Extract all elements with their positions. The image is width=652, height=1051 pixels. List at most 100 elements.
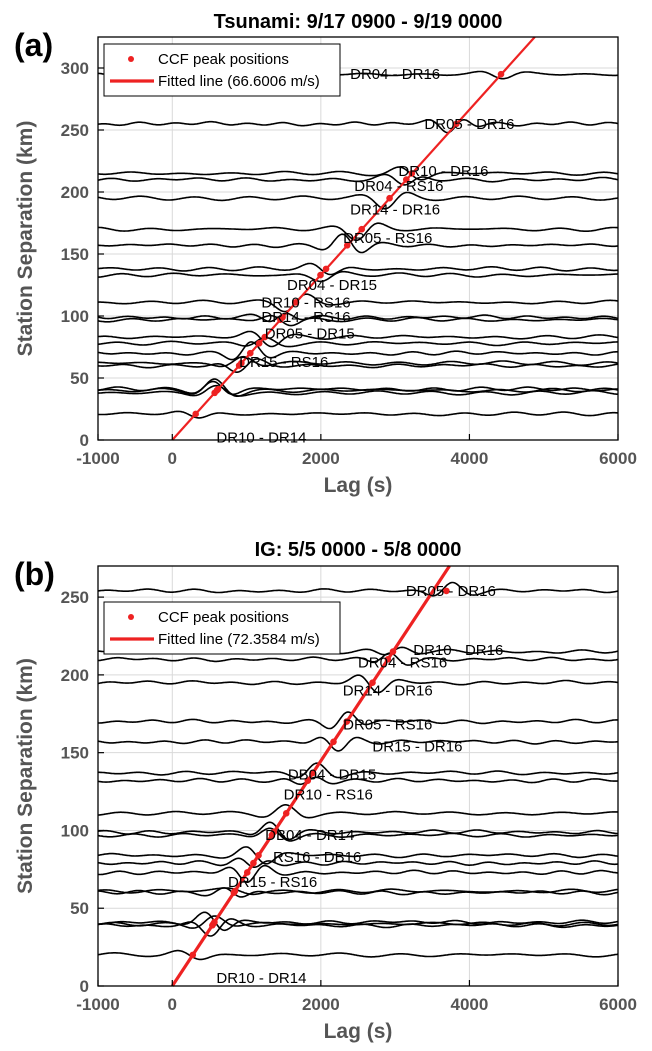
panel-a-legend-dot-marker [128,56,134,62]
panel-a-trace-11 [97,293,618,313]
panel-a-peak-point-17 [402,176,410,183]
panel-a-pair-label-1: DR05 - DR16 [424,116,514,133]
panel-b-ytick-label-1: 50 [70,899,89,918]
panel-a-pair-label-9: DR05 - DR15 [265,325,355,342]
panel-b-peak-point-11 [282,810,290,817]
panel-b-peak-point-13 [309,769,317,777]
panel-b-points [189,587,450,959]
panel-b-traces [97,581,618,961]
panel-a-trace-14 [97,233,618,254]
panel-a-peak-point-16 [386,194,393,202]
panel-a-peak-point-6 [246,349,254,357]
panel-b-trace-8 [97,846,618,865]
panel-a-ytick-label-3: 150 [61,245,89,264]
panel-a-peak-point-15 [358,225,366,233]
panel-b-pair-label-1: DR10 - DR16 [413,642,503,659]
panel-b-axes-frame [97,565,619,987]
panel-b-xtick-label-2: 2000 [302,995,340,1014]
panel-a-ytick-label-5: 250 [61,121,89,140]
panel-a-peak-point-20 [497,70,505,78]
panel-b-trace-7 [97,857,618,868]
panel-b-pair-label-11: DR10 - DR14 [216,970,306,987]
panel-a-trace-10 [97,312,618,323]
panel-b-xlabel: Lag (s) [324,1020,393,1043]
panel-b-pair-label-5: DR15 - DR16 [372,738,462,755]
panel-b-peak-point-18 [389,648,397,655]
panel-b-legend-fit: Fitted line (72.3584 m/s) [158,631,320,648]
panel-a-peak-point-14 [343,242,351,249]
panel-a-xtick-label-2: 2000 [302,449,340,468]
panel-a-traces [97,70,618,419]
panel-b-peak-point-5 [231,887,239,895]
panel-b-trace-16 [97,674,618,694]
panel-a: (a) Tsunami: 9/17 0900 - 9/19 0000 DR04 … [14,11,637,497]
panel-a-xtick-label-0: -1000 [76,449,119,468]
panel-b-xtick-label-1: 0 [168,995,177,1014]
panel-b-trace-3 [98,911,618,932]
panel-a-peak-point-7 [255,339,263,347]
panel-b-pair-label-7: DR10 - RS16 [284,787,373,804]
panel-b-peak-point-10 [270,828,278,836]
panel-a-pair-label-3: DR04 - RS16 [354,178,443,195]
panel-b-peak-point-3 [211,918,218,926]
panel-b-pair-label-4: DR05 - RS16 [343,717,432,734]
panel-a-trace-8 [97,330,618,348]
panel-b-letter: (b) [14,556,55,592]
panel-b-peak-point-12 [304,777,312,784]
panel-a-letter: (a) [14,27,53,63]
panel-a-ytick-label-1: 50 [70,369,89,388]
panel-a-trace-12 [97,270,618,283]
panel-b-legend-dot-marker [128,614,134,620]
panel-b-peak-point-0 [189,951,197,959]
panel-a-peak-point-13 [322,265,330,273]
panel-b-xtick-label-3: 4000 [451,995,489,1014]
panel-a-legend-fit: Fitted line (66.6006 m/s) [158,73,320,90]
panel-a-pair-label-8: DR14 - RS16 [261,309,350,326]
panel-a-pair-label-6: DR04 - DR15 [287,277,377,294]
panel-b-trace-5 [97,887,618,896]
panel-a-peak-point-12 [317,271,324,279]
panel-b: (b) IG: 5/5 0000 - 5/8 0000 DR05 - DR16D… [14,539,637,1043]
panel-a-title: Tsunami: 9/17 0900 - 9/19 0000 [214,11,503,33]
panel-b-peak-point-16 [369,679,376,686]
panel-a-legend-box [103,43,341,97]
panel-b-peak-point-8 [255,852,262,859]
panel-a-trace-16 [97,191,618,210]
panel-b-peak-point-19 [443,587,450,595]
panel-a-peak-point-0 [192,410,199,418]
panel-a-trace-15 [98,222,618,242]
panel-b-legend-peaks: CCF peak positions [158,609,289,626]
panel-b-trace-6 [97,864,618,883]
panel-b-peak-point-7 [250,859,257,867]
panel-b-peak-point-14 [330,738,337,746]
panel-a-pair-label-5: DR05 - RS16 [343,230,432,247]
panel-a-trace-19 [97,119,618,134]
panel-a-pair-label-10: DR15 - RS16 [239,354,328,371]
panel-b-ylabel: Station Separation (km) [14,658,37,894]
panel-b-title: IG: 5/5 0000 - 5/8 0000 [255,539,462,561]
panel-a-peak-point-8 [261,333,269,341]
panel-a-pair-label-7: DR10 - RS16 [261,294,350,311]
panel-b-pair-label-10: DR15 - RS16 [228,874,317,891]
panel-a-ylabel: Station Separation (km) [14,121,37,357]
panel-a-legend-peaks: CCF peak positions [158,51,289,68]
panel-b-fitted-line [170,565,451,987]
panel-b-trace-12 [97,776,618,786]
panel-a-xlabel: Lag (s) [324,474,393,497]
panel-b-ytick-label-0: 0 [80,977,89,996]
panel-b-trace-13 [98,762,618,779]
panel-a-trace-3 [97,380,618,396]
panel-a-trace-5 [97,355,618,368]
panel-b-xtick-label-4: 6000 [599,995,637,1014]
panel-a-trace-18 [97,166,618,181]
panel-a-ytick-label-0: 0 [80,431,89,450]
panel-b-ytick-label-3: 150 [61,744,89,763]
panel-a-pair-label-4: DR14 - DR16 [350,201,440,218]
panel-a-ytick-label-6: 300 [61,59,89,78]
panel-a-xtick-label-4: 6000 [599,449,637,468]
